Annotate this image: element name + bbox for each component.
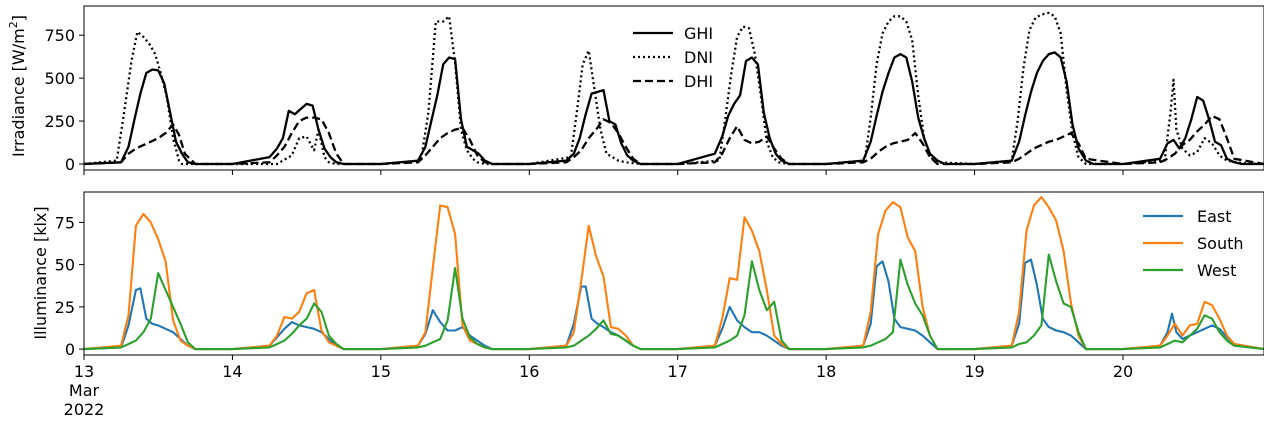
y-tick-label: 0 [65,340,75,359]
x-tick-label: 14 [222,362,242,381]
x-tick-label: 19 [964,362,984,381]
y-tick-label: 500 [44,69,75,88]
legend-label-east: East [1197,207,1232,226]
x-tick-sublabel: 2022 [64,400,105,419]
legend-label-south: South [1197,234,1244,253]
series-line-dhi [83,114,1264,166]
legend-label-ghi: GHI [684,24,713,43]
irradiance-series-group [83,11,1264,166]
x-tick-label: 18 [816,362,836,381]
legend-label-dhi: DHI [684,72,713,91]
series-line-south [83,196,1264,351]
y-tick-label: 25 [55,298,75,317]
y-tick-label: 0 [65,155,75,174]
x-tick-label: 20 [1113,362,1133,381]
legend-label-dni: DNI [684,48,713,67]
irradiance-panel: 0 250 500 750 Irradiance [W/m2] GHI DNI DHI [7,5,1264,175]
legend-label-west: West [1197,261,1236,280]
x-tick-label: 15 [371,362,391,381]
illuminance-plot-frame [83,191,1264,356]
irradiance-y-ticks: 0 250 500 750 [44,26,84,174]
y-tick-label: 75 [55,213,75,232]
illuminance-y-axis-label: Illuminance [klx] [31,206,50,339]
x-tick-label: 16 [519,362,539,381]
y-tick-label: 250 [44,112,75,131]
series-line-dni [83,11,1264,166]
irradiance-x-ticks [83,170,1124,175]
irradiance-plot-frame [83,5,1264,171]
y-tick-label: 50 [55,256,75,275]
y-tick-label: 750 [44,26,75,45]
x-tick-label: 13 [74,362,94,381]
series-line-east [83,258,1264,351]
irradiance-legend: GHI DNI DHI [633,24,713,91]
illuminance-legend: East South West [1143,207,1244,280]
series-line-ghi [83,51,1264,166]
illuminance-y-ticks: 0 25 50 75 [55,213,84,359]
series-line-west [83,253,1264,351]
irradiance-y-axis-label: Irradiance [W/m2] [7,15,28,157]
x-tick-sublabel: Mar [69,381,100,400]
x-tick-label: 17 [668,362,688,381]
illuminance-series-group [83,196,1264,351]
